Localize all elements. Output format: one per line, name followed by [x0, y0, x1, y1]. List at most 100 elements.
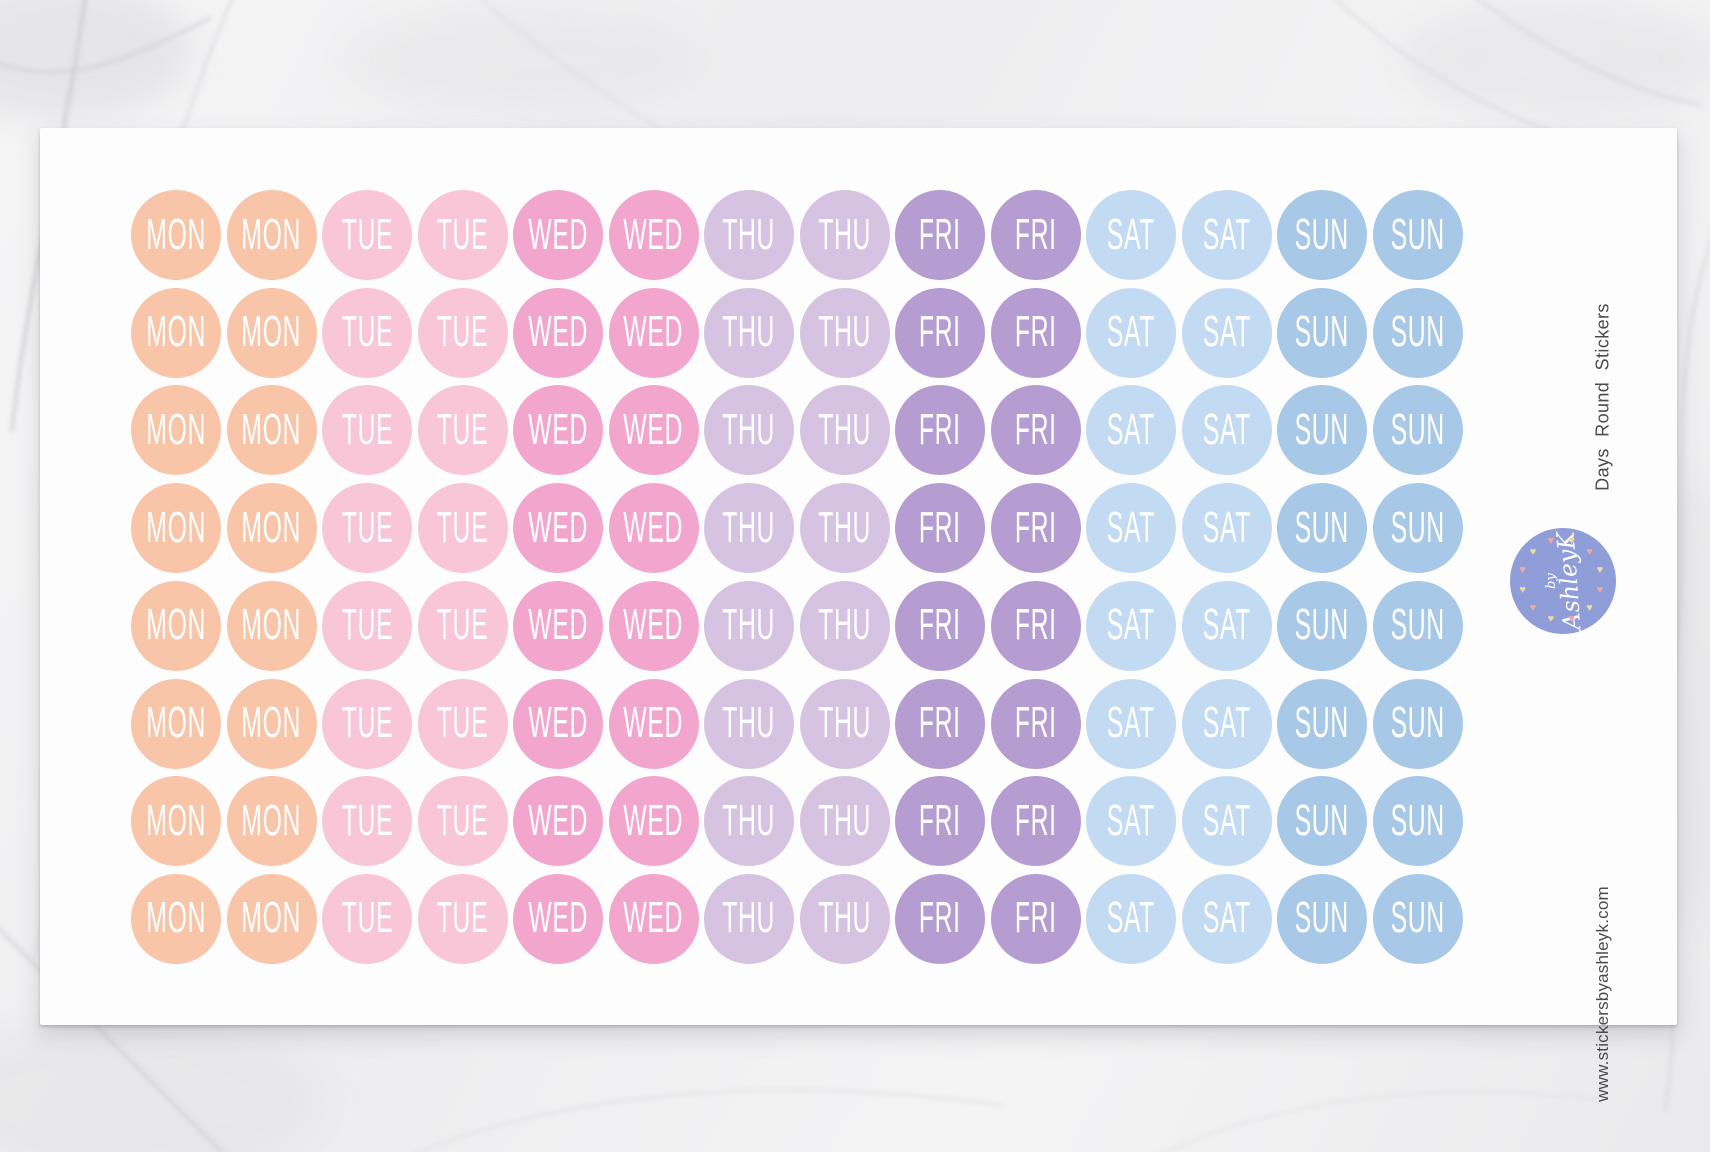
sticker-mon: MON — [226, 385, 317, 476]
sticker-fri: FRI — [990, 287, 1081, 378]
sticker-label: FRI — [919, 308, 961, 356]
sticker-sun: SUN — [1372, 776, 1463, 867]
sticker-label: MON — [146, 210, 206, 259]
sticker-label: TUE — [436, 210, 489, 259]
sticker-label: TUE — [341, 699, 393, 747]
sticker-label: SUN — [1294, 894, 1350, 943]
sticker-label: THU — [818, 406, 871, 454]
sticker-sun: SUN — [1277, 483, 1367, 574]
sticker-label: TUE — [436, 699, 489, 747]
sticker-sun: SUN — [1372, 483, 1463, 574]
sticker-sat: SAT — [1086, 190, 1176, 280]
sticker-thu: THU — [704, 287, 794, 378]
sticker-tue: TUE — [322, 776, 412, 867]
sticker-label: WED — [528, 796, 588, 845]
sticker-sheet: MON MON TUE TUE WED WED THU THU FRI FRI SAT SAT SUN S… — [40, 128, 1677, 1102]
heart-icon: ♥ — [1519, 563, 1526, 576]
sticker-label: FRI — [919, 894, 961, 943]
sticker-label: SAT — [1106, 894, 1156, 943]
sticker-thu: THU — [704, 190, 794, 280]
sticker-sun: SUN — [1277, 678, 1367, 769]
sticker-label: WED — [623, 699, 684, 747]
sticker-sun: SUN — [1372, 190, 1463, 280]
sticker-thu: THU — [799, 483, 890, 574]
sticker-label: WED — [528, 699, 588, 747]
sticker-label: SUN — [1390, 406, 1445, 454]
sticker-tue: TUE — [417, 483, 508, 574]
sticker-label: WED — [528, 210, 588, 259]
sticker-thu: THU — [704, 776, 794, 867]
sticker-label: MON — [146, 601, 206, 650]
sticker-label: WED — [623, 503, 684, 552]
sticker-wed: WED — [608, 190, 699, 280]
sticker-thu: THU — [799, 580, 890, 671]
sticker-label: FRI — [1014, 699, 1057, 747]
sticker-label: SUN — [1294, 308, 1350, 356]
product-title-vertical: Days Round Stickers — [1592, 303, 1613, 491]
sticker-fri: FRI — [895, 678, 985, 769]
sticker-sun: SUN — [1277, 287, 1367, 378]
sticker-tue: TUE — [322, 580, 412, 671]
sticker-label: MON — [241, 503, 302, 552]
sticker-label: SAT — [1202, 406, 1251, 454]
sticker-label: SUN — [1390, 894, 1445, 943]
sticker-wed: WED — [608, 678, 699, 769]
sticker-label: FRI — [1014, 503, 1057, 552]
sticker-fri: FRI — [895, 385, 985, 476]
sticker-label: MON — [241, 210, 302, 259]
sticker-label: WED — [528, 601, 588, 650]
sticker-mon: MON — [226, 580, 317, 671]
sticker-wed: WED — [513, 483, 603, 574]
sticker-label: WED — [623, 406, 684, 454]
sticker-label: SAT — [1202, 699, 1251, 747]
sticker-label: TUE — [341, 503, 393, 552]
sticker-label: FRI — [919, 699, 961, 747]
sticker-label: SUN — [1390, 796, 1445, 845]
sticker-label: WED — [623, 894, 684, 943]
sticker-thu: THU — [704, 678, 794, 769]
sticker-label: WED — [623, 210, 684, 259]
sticker-label: THU — [722, 796, 776, 845]
sticker-label: MON — [241, 796, 302, 845]
sticker-label: TUE — [341, 894, 393, 943]
logo-text-group: by AshleyK — [1510, 528, 1616, 634]
sticker-sun: SUN — [1372, 678, 1463, 769]
heart-icon: ♥ — [1596, 563, 1604, 576]
sticker-wed: WED — [513, 385, 603, 476]
sticker-sun: SUN — [1277, 190, 1367, 280]
sticker-label: MON — [146, 796, 206, 845]
sticker-tue: TUE — [417, 776, 508, 867]
sticker-label: SUN — [1294, 210, 1350, 259]
sticker-label: THU — [818, 308, 871, 356]
sticker-thu: THU — [799, 385, 890, 476]
sticker-wed: WED — [513, 580, 603, 671]
sticker-label: SAT — [1106, 796, 1156, 845]
sticker-label: SUN — [1294, 503, 1350, 552]
sticker-label: THU — [818, 210, 871, 259]
sticker-label: SAT — [1106, 503, 1156, 552]
logo-badge: by AshleyK ♥ ♥ ♥ ♥ ♥ ♥ ♥ ♥ ♥ ♥ ♥ ♥ — [1510, 528, 1616, 634]
sticker-label: WED — [623, 796, 684, 845]
sticker-label: TUE — [341, 210, 393, 259]
sticker-wed: WED — [513, 776, 603, 867]
sticker-label: SUN — [1390, 601, 1445, 650]
sticker-label: SUN — [1390, 308, 1445, 356]
sticker-label: MON — [241, 699, 302, 747]
sticker-label: FRI — [919, 796, 961, 845]
sticker-label: SAT — [1202, 796, 1251, 845]
sticker-label: MON — [146, 503, 206, 552]
heart-icon: ♥ — [1596, 584, 1604, 597]
sticker-label: MON — [146, 699, 206, 747]
sticker-sat: SAT — [1181, 580, 1272, 671]
sticker-label: THU — [722, 210, 776, 259]
heart-icon: ♥ — [1529, 602, 1537, 615]
sticker-label: SAT — [1106, 406, 1156, 454]
sticker-tue: TUE — [322, 385, 412, 476]
sticker-mon: MON — [131, 678, 221, 769]
sticker-wed: WED — [608, 776, 699, 867]
sticker-sun: SUN — [1372, 580, 1463, 671]
sticker-wed: WED — [608, 385, 699, 476]
sticker-tue: TUE — [417, 287, 508, 378]
sticker-label: FRI — [1014, 796, 1057, 845]
sticker-label: TUE — [436, 503, 489, 552]
